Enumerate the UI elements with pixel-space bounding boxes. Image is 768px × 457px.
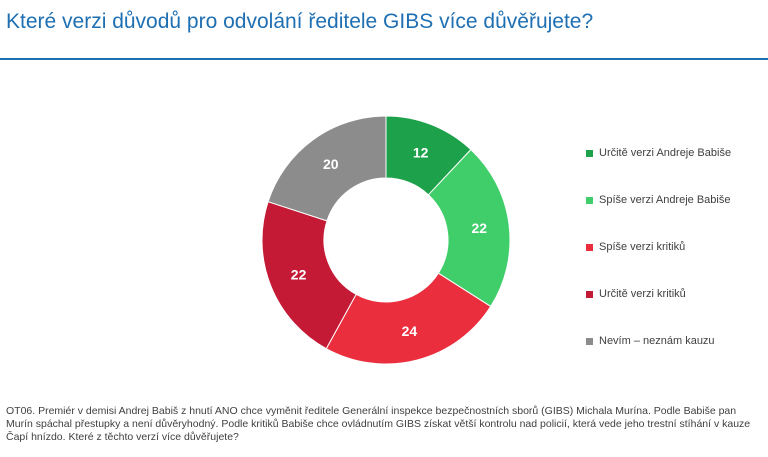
question-footnote: OT06. Premiér v demisi Andrej Babiš z hn… (6, 405, 751, 443)
legend-swatch (586, 243, 593, 251)
donut-slice (325, 272, 492, 365)
slice-value-label: 24 (402, 323, 418, 339)
legend-item: Nevím – neznám kauzu (586, 333, 731, 349)
chart-legend: Určitě verzi Andreje Babiše Spíše verzi … (586, 145, 731, 380)
slice-value-label: 12 (413, 145, 429, 161)
donut-slice (427, 148, 511, 308)
title-divider (0, 58, 768, 60)
legend-label: Nevím – neznám kauzu (599, 335, 715, 347)
legend-swatch (586, 290, 593, 298)
legend-label: Spíše verzi Andreje Babiše (599, 194, 731, 206)
legend-item: Spíše verzi kritiků (586, 239, 731, 255)
page-title: Které verzi důvodů pro odvolání ředitele… (6, 10, 594, 33)
legend-swatch (586, 149, 593, 157)
donut-slice (261, 201, 357, 350)
legend-item: Určitě verzi Andreje Babiše (586, 145, 731, 161)
legend-label: Určitě verzi Andreje Babiše (599, 147, 732, 159)
legend-swatch (586, 337, 593, 345)
legend-swatch (586, 196, 593, 204)
slice-value-label: 22 (291, 267, 307, 283)
slice-value-label: 22 (471, 220, 487, 236)
slice-value-label: 20 (323, 156, 339, 172)
legend-label: Určitě verzi kritiků (599, 288, 686, 300)
legend-label: Spíše verzi kritiků (599, 241, 686, 253)
legend-item: Určitě verzi kritiků (586, 286, 731, 302)
legend-item: Spíše verzi Andreje Babiše (586, 192, 731, 208)
donut-slice (267, 115, 387, 222)
